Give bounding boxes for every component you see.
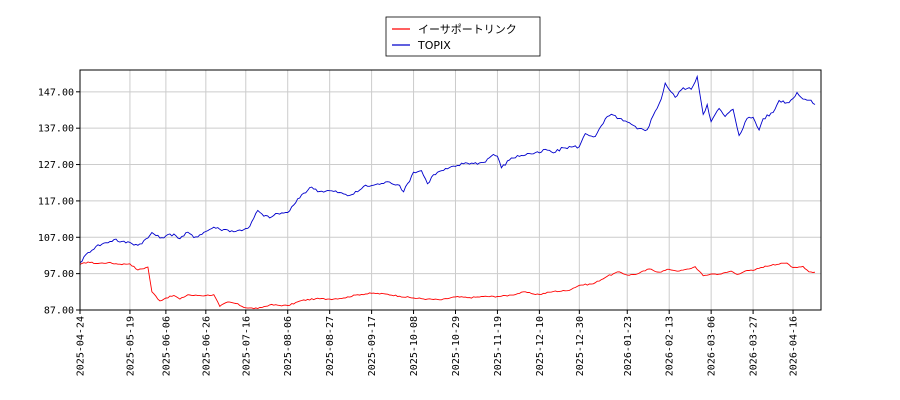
x-tick-label: 2025-08-27	[325, 316, 336, 376]
x-tick-label: 2026-02-13	[665, 316, 676, 376]
x-tick-label: 2025-07-16	[241, 316, 252, 376]
y-tick-label: 137.00	[38, 124, 74, 135]
legend-box	[385, 16, 541, 57]
x-tick-label: 2025-05-19	[125, 316, 136, 376]
x-tick-label: 2025-11-19	[493, 316, 504, 376]
y-tick-label: 117.00	[38, 196, 74, 207]
x-tick-label: 2025-09-17	[367, 316, 378, 376]
x-axis: 2025-04-24 2025-05-19 2025-06-06 2025-06-26…	[76, 310, 800, 376]
x-tick-label: 2025-12-10	[535, 316, 546, 376]
y-tick-label: 147.00	[38, 87, 74, 98]
x-tick-label: 2025-12-30	[575, 316, 586, 376]
legend-label-topix: TOPIX	[417, 39, 451, 52]
x-tick-label: 2025-10-08	[409, 316, 420, 376]
series-line-topix	[79, 74, 816, 264]
x-tick-label: 2025-04-24	[76, 316, 87, 376]
legend-label-イーサポートリンク: イーサポートリンク	[418, 23, 517, 36]
y-tick-label: 127.00	[38, 160, 74, 171]
x-tick-label: 2025-08-06	[283, 316, 294, 376]
series-line-イーサポートリンク	[79, 261, 816, 310]
y-tick-label: 87.00	[44, 306, 74, 317]
plot-frame	[79, 69, 822, 311]
x-tick-label: 2025-06-06	[161, 316, 172, 376]
grid	[79, 70, 821, 311]
y-axis: 87.00 97.00 107.00 117.00 127.00 137.00 147.00	[38, 87, 80, 317]
x-tick-label: 2026-03-06	[707, 316, 718, 376]
x-tick-label: 2026-04-16	[789, 316, 800, 376]
x-tick-label: 2025-06-26	[201, 316, 212, 376]
y-tick-label: 107.00	[38, 233, 74, 244]
x-tick-label: 2026-03-27	[749, 316, 760, 376]
series-group	[79, 74, 816, 310]
y-tick-label: 97.00	[44, 269, 74, 280]
x-tick-label: 2026-01-23	[623, 316, 634, 376]
x-tick-label: 2025-10-29	[451, 316, 462, 376]
legend: イーサポートリンク TOPIX	[385, 16, 541, 57]
